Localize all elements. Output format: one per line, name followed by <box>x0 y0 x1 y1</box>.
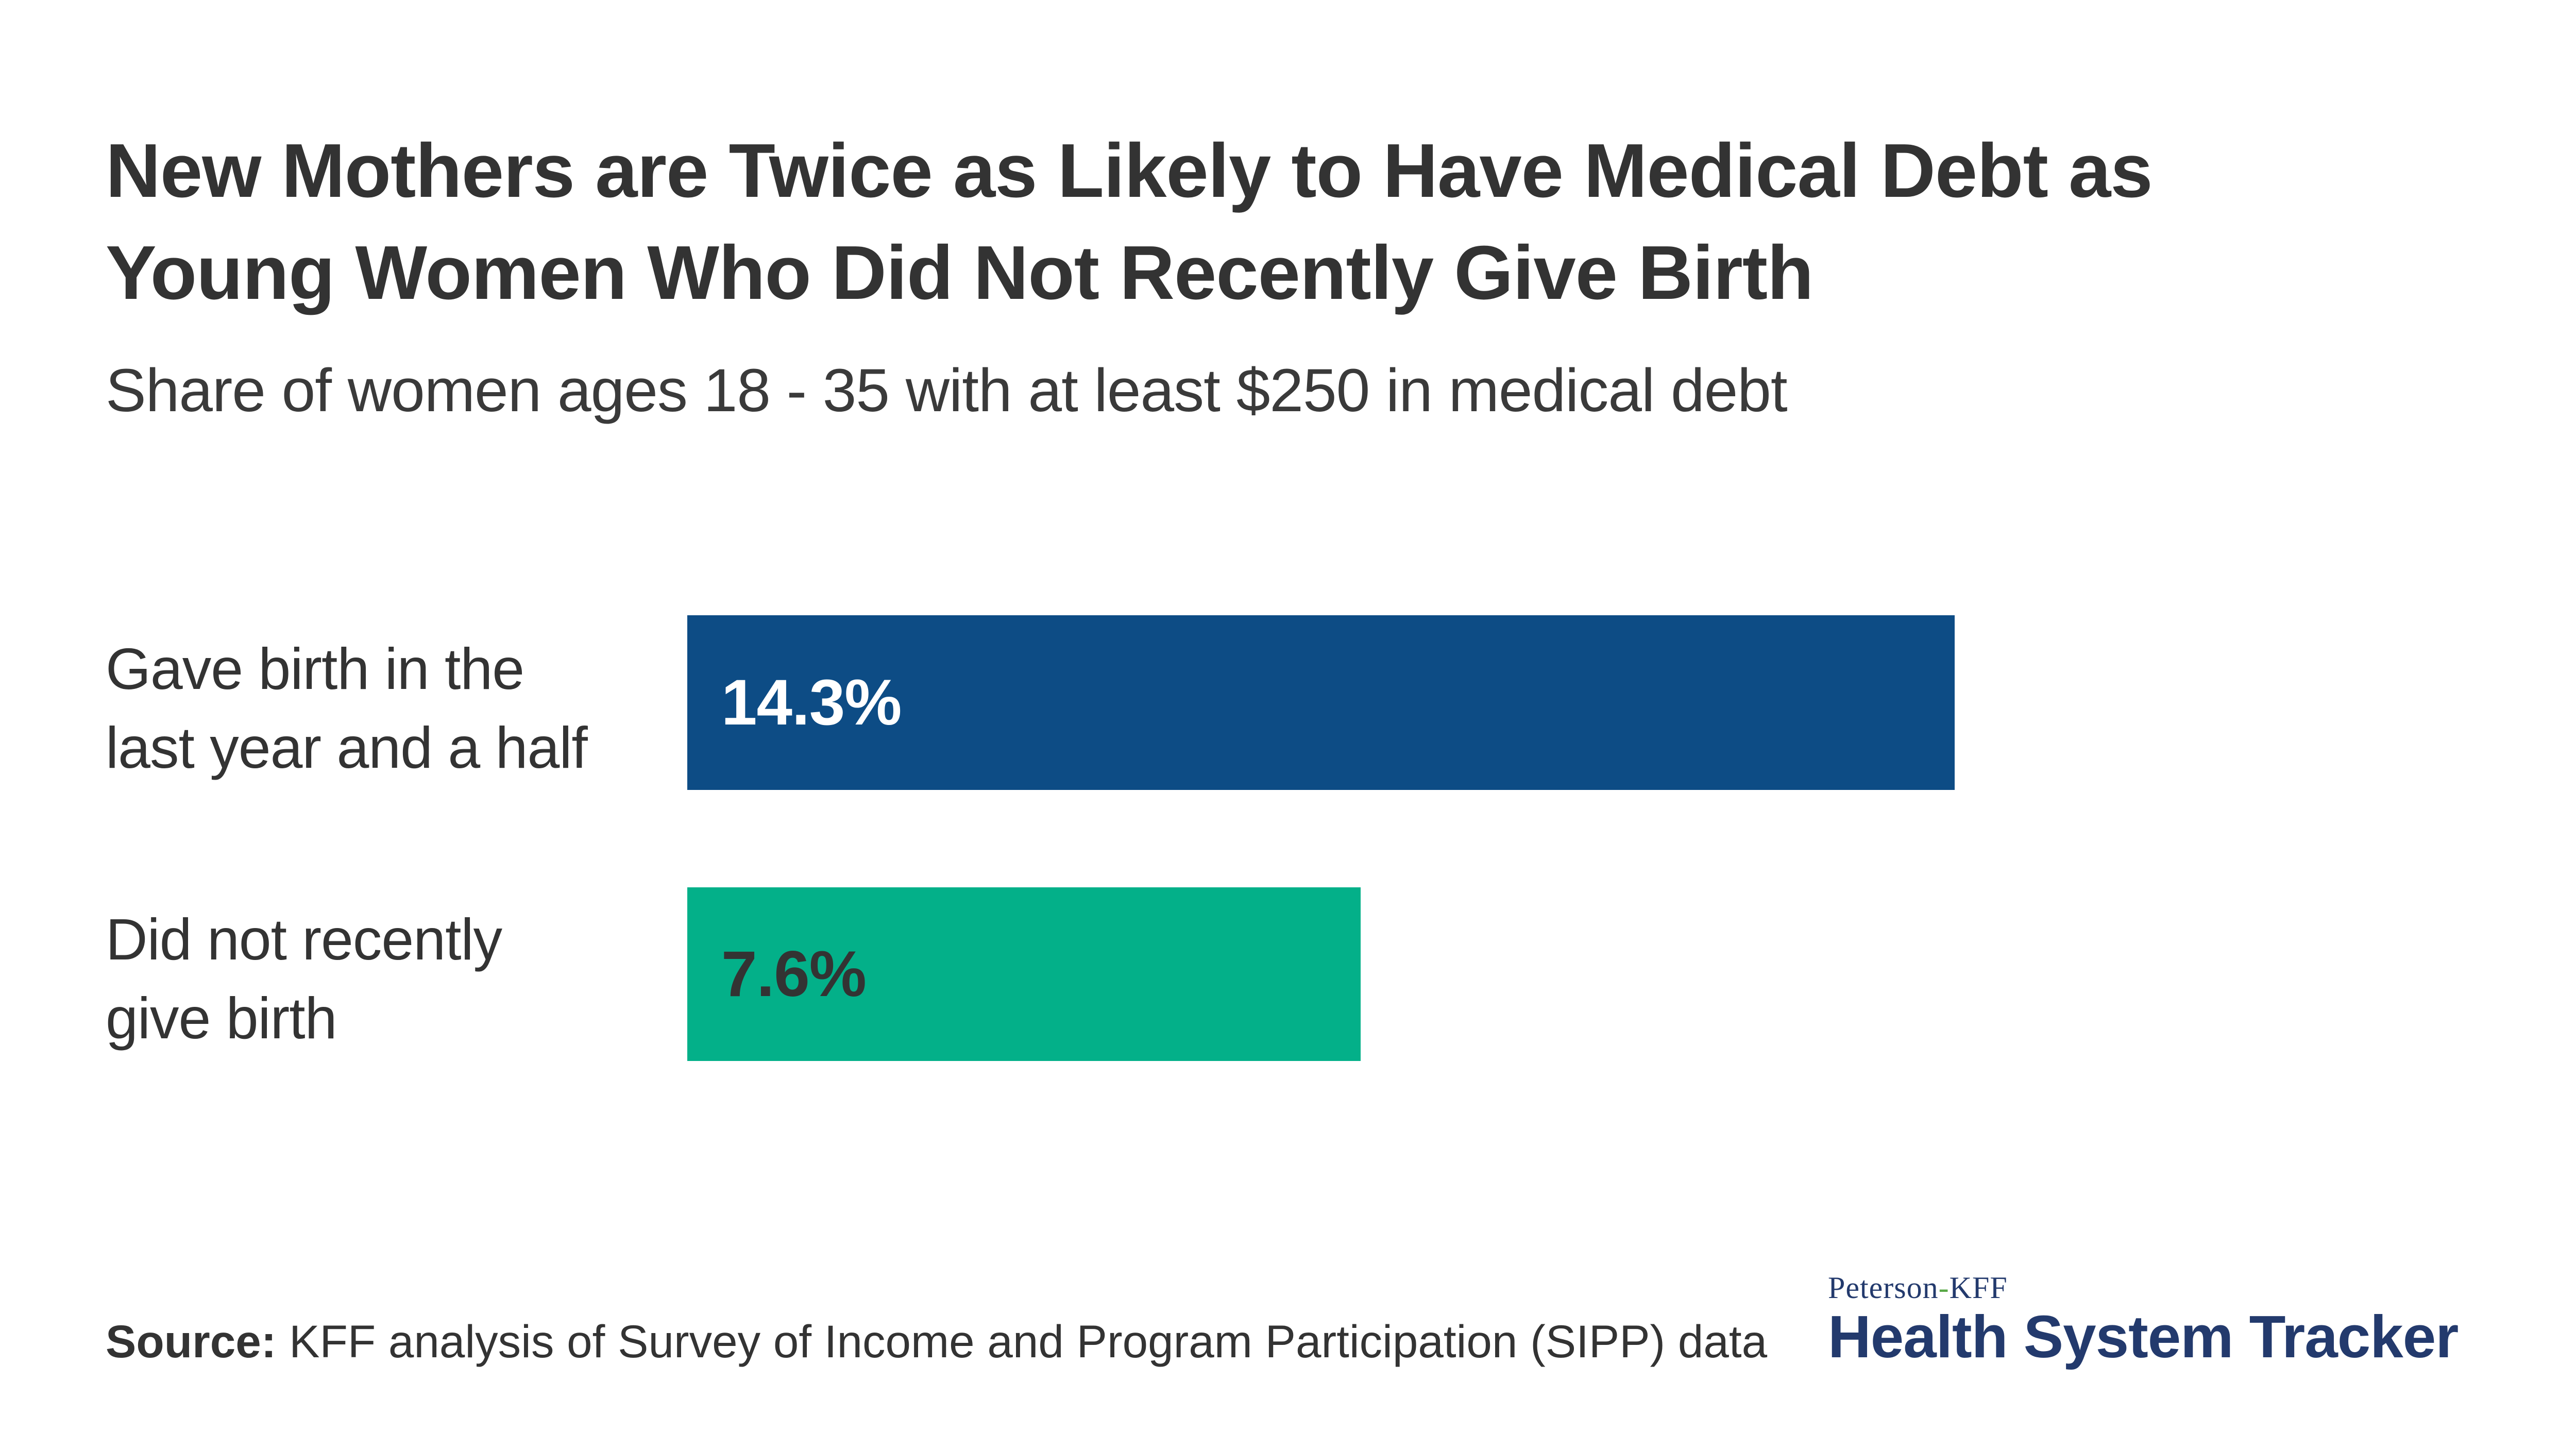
source-text: KFF analysis of Survey of Income and Pro… <box>276 1316 1768 1367</box>
logo-peterson: Peterson <box>1828 1271 1939 1305</box>
logo-health-system-tracker: Health System Tracker <box>1828 1303 2459 1370</box>
bar-label-line: Did not recently <box>106 907 502 972</box>
bar-label-line: last year and a half <box>106 715 588 780</box>
chart-title-line1: New Mothers are Twice as Likely to Have … <box>106 128 2153 213</box>
chart-subtitle: Share of women ages 18 - 35 with at leas… <box>106 357 1788 425</box>
bar-label-did-not-give-birth: Did not recently give birth <box>106 900 502 1058</box>
source-prefix: Source: <box>106 1316 277 1367</box>
bar-label-line: give birth <box>106 986 337 1051</box>
bar-value-gave-birth: 14.3% <box>721 667 902 738</box>
logo-peterson-kff: Peterson-KFF <box>1828 1271 2458 1304</box>
bar-label-line: Gave birth in the <box>106 636 524 701</box>
source-line: Source: KFF analysis of Survey of Income… <box>106 1313 1767 1370</box>
chart-title-line2: Young Women Who Did Not Recently Give Bi… <box>106 230 1814 315</box>
bar-label-gave-birth: Gave birth in the last year and a half <box>106 630 588 787</box>
peterson-kff-logo: Peterson-KFF Health System Tracker <box>1828 1271 2459 1370</box>
logo-kff: KFF <box>1949 1271 2008 1305</box>
bar-gave-birth: 14.3% <box>687 615 1955 790</box>
logo-hyphen: - <box>1938 1271 1950 1305</box>
chart-title: New Mothers are Twice as Likely to Have … <box>106 120 2153 324</box>
bar-did-not-give-birth: 7.6% <box>687 887 1361 1061</box>
bar-value-did-not-give-birth: 7.6% <box>721 938 867 1010</box>
